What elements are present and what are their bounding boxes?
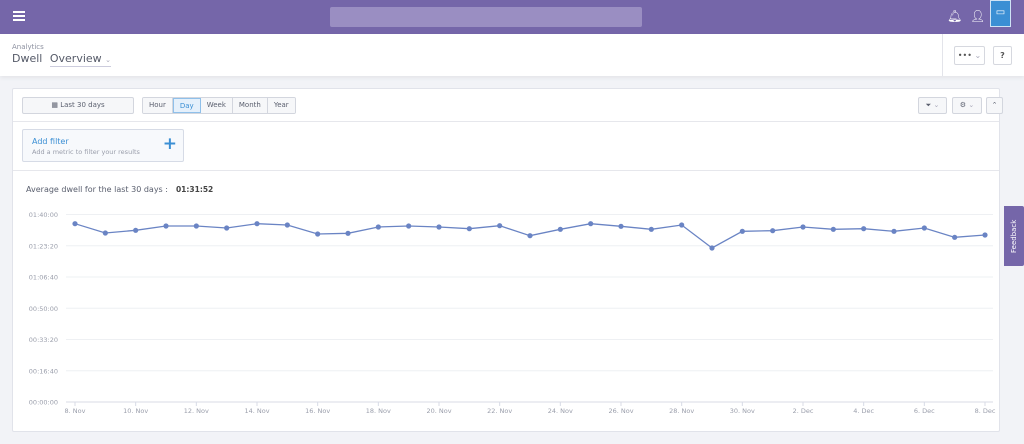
data-point — [193, 223, 199, 229]
divider — [13, 170, 999, 171]
data-point — [709, 245, 715, 251]
y-tick-label: 00:00:00 — [29, 399, 58, 407]
data-point — [861, 226, 867, 232]
top-bar: 🔔︎ 👤︎ ▭ — [0, 0, 1024, 34]
help-button[interactable]: ? — [993, 46, 1012, 65]
data-point — [436, 224, 442, 230]
data-point — [72, 221, 78, 227]
tab-year[interactable]: Year — [267, 98, 295, 113]
tab-month[interactable]: Month — [232, 98, 268, 113]
data-point — [800, 224, 806, 230]
x-tick-label: 8. Dec — [975, 407, 996, 415]
x-tick-label: 10. Nov — [123, 407, 148, 415]
data-point — [133, 227, 139, 233]
breadcrumb: Analytics — [12, 43, 44, 51]
chevron-down-icon: ⌄ — [105, 56, 112, 64]
bell-icon[interactable]: 🔔︎ — [947, 9, 963, 23]
granularity-tabs: Hour Day Week Month Year — [142, 97, 296, 114]
x-tick-label: 8. Nov — [65, 407, 86, 415]
collapse-icon[interactable]: ⌃ — [986, 97, 1003, 114]
feedback-tab[interactable]: Feedback — [1004, 206, 1024, 266]
y-tick-label: 00:33:20 — [29, 336, 58, 344]
data-point — [254, 221, 260, 227]
x-tick-label: 30. Nov — [730, 407, 755, 415]
x-tick-label: 6. Dec — [914, 407, 935, 415]
x-tick-label: 20. Nov — [426, 407, 451, 415]
data-point — [466, 226, 472, 232]
y-tick-label: 01:06:40 — [29, 274, 58, 282]
data-point — [770, 228, 776, 234]
plus-icon: + — [162, 134, 177, 154]
x-tick-label: 22. Nov — [487, 407, 512, 415]
add-filter-title: Add filter — [32, 137, 69, 146]
data-point — [406, 223, 412, 229]
data-point — [315, 231, 321, 237]
data-point — [891, 228, 897, 234]
data-point — [921, 225, 927, 231]
x-tick-label: 4. Dec — [853, 407, 874, 415]
x-tick-label: 2. Dec — [793, 407, 814, 415]
average-summary: Average dwell for the last 30 days : 01:3… — [26, 185, 213, 194]
search-bar[interactable] — [330, 7, 642, 27]
more-button[interactable]: ••• ⌄ — [954, 46, 985, 65]
x-tick-label: 18. Nov — [366, 407, 391, 415]
data-point — [375, 224, 381, 230]
data-point — [618, 223, 624, 229]
user-icon[interactable]: 👤︎ — [970, 9, 986, 23]
x-tick-label: 28. Nov — [669, 407, 694, 415]
data-point — [952, 234, 958, 240]
x-tick-label: 26. Nov — [608, 407, 633, 415]
average-label: Average dwell for the last 30 days : — [26, 185, 168, 194]
add-filter-button[interactable]: Add filter Add a metric to filter your r… — [22, 129, 184, 162]
calendar-icon: ▦ — [51, 101, 58, 109]
hamburger-icon[interactable] — [13, 11, 25, 21]
x-tick-label: 14. Nov — [244, 407, 269, 415]
x-tick-label: 12. Nov — [184, 407, 209, 415]
x-tick-label: 16. Nov — [305, 407, 330, 415]
y-tick-label: 00:50:00 — [29, 305, 58, 313]
divider — [13, 121, 999, 122]
data-point — [497, 223, 503, 229]
view-selector[interactable]: Overview ⌄ — [49, 52, 112, 67]
data-point — [345, 230, 351, 236]
tab-week[interactable]: Week — [200, 98, 233, 113]
date-range-picker[interactable]: ▦ Last 30 days — [22, 97, 134, 114]
page-title: Dwell Overview ⌄ — [12, 52, 112, 67]
tab-hour[interactable]: Hour — [143, 98, 173, 113]
data-point — [739, 228, 745, 234]
divider — [942, 34, 943, 76]
settings-icon[interactable]: ⚙ ⌄ — [952, 97, 982, 114]
data-point — [557, 226, 563, 232]
filter-icon[interactable]: ⏷ ⌄ — [918, 97, 947, 114]
page-header: Analytics Dwell Overview ⌄ ••• ⌄ ? — [0, 34, 1024, 76]
chat-icon[interactable]: ▭ — [990, 0, 1011, 27]
data-point — [679, 222, 685, 228]
tab-day[interactable]: Day — [172, 98, 201, 113]
y-tick-label: 01:40:00 — [29, 211, 58, 219]
data-point — [284, 222, 290, 228]
data-point — [648, 226, 654, 232]
x-tick-label: 24. Nov — [548, 407, 573, 415]
data-point — [527, 233, 533, 239]
data-point — [982, 232, 988, 238]
add-filter-subtitle: Add a metric to filter your results — [32, 148, 140, 156]
view-label: Overview — [49, 52, 102, 65]
data-point — [102, 230, 108, 236]
average-value: 01:31:52 — [175, 185, 214, 194]
y-tick-label: 01:23:20 — [29, 242, 58, 250]
data-point — [830, 226, 836, 232]
y-tick-label: 00:16:40 — [29, 367, 58, 375]
page-title-text: Dwell — [12, 52, 43, 65]
dashboard-card: ▦ Last 30 days Hour Day Week Month Year … — [12, 88, 1003, 432]
data-point — [163, 223, 169, 229]
data-point — [224, 225, 230, 231]
data-point — [588, 221, 594, 227]
